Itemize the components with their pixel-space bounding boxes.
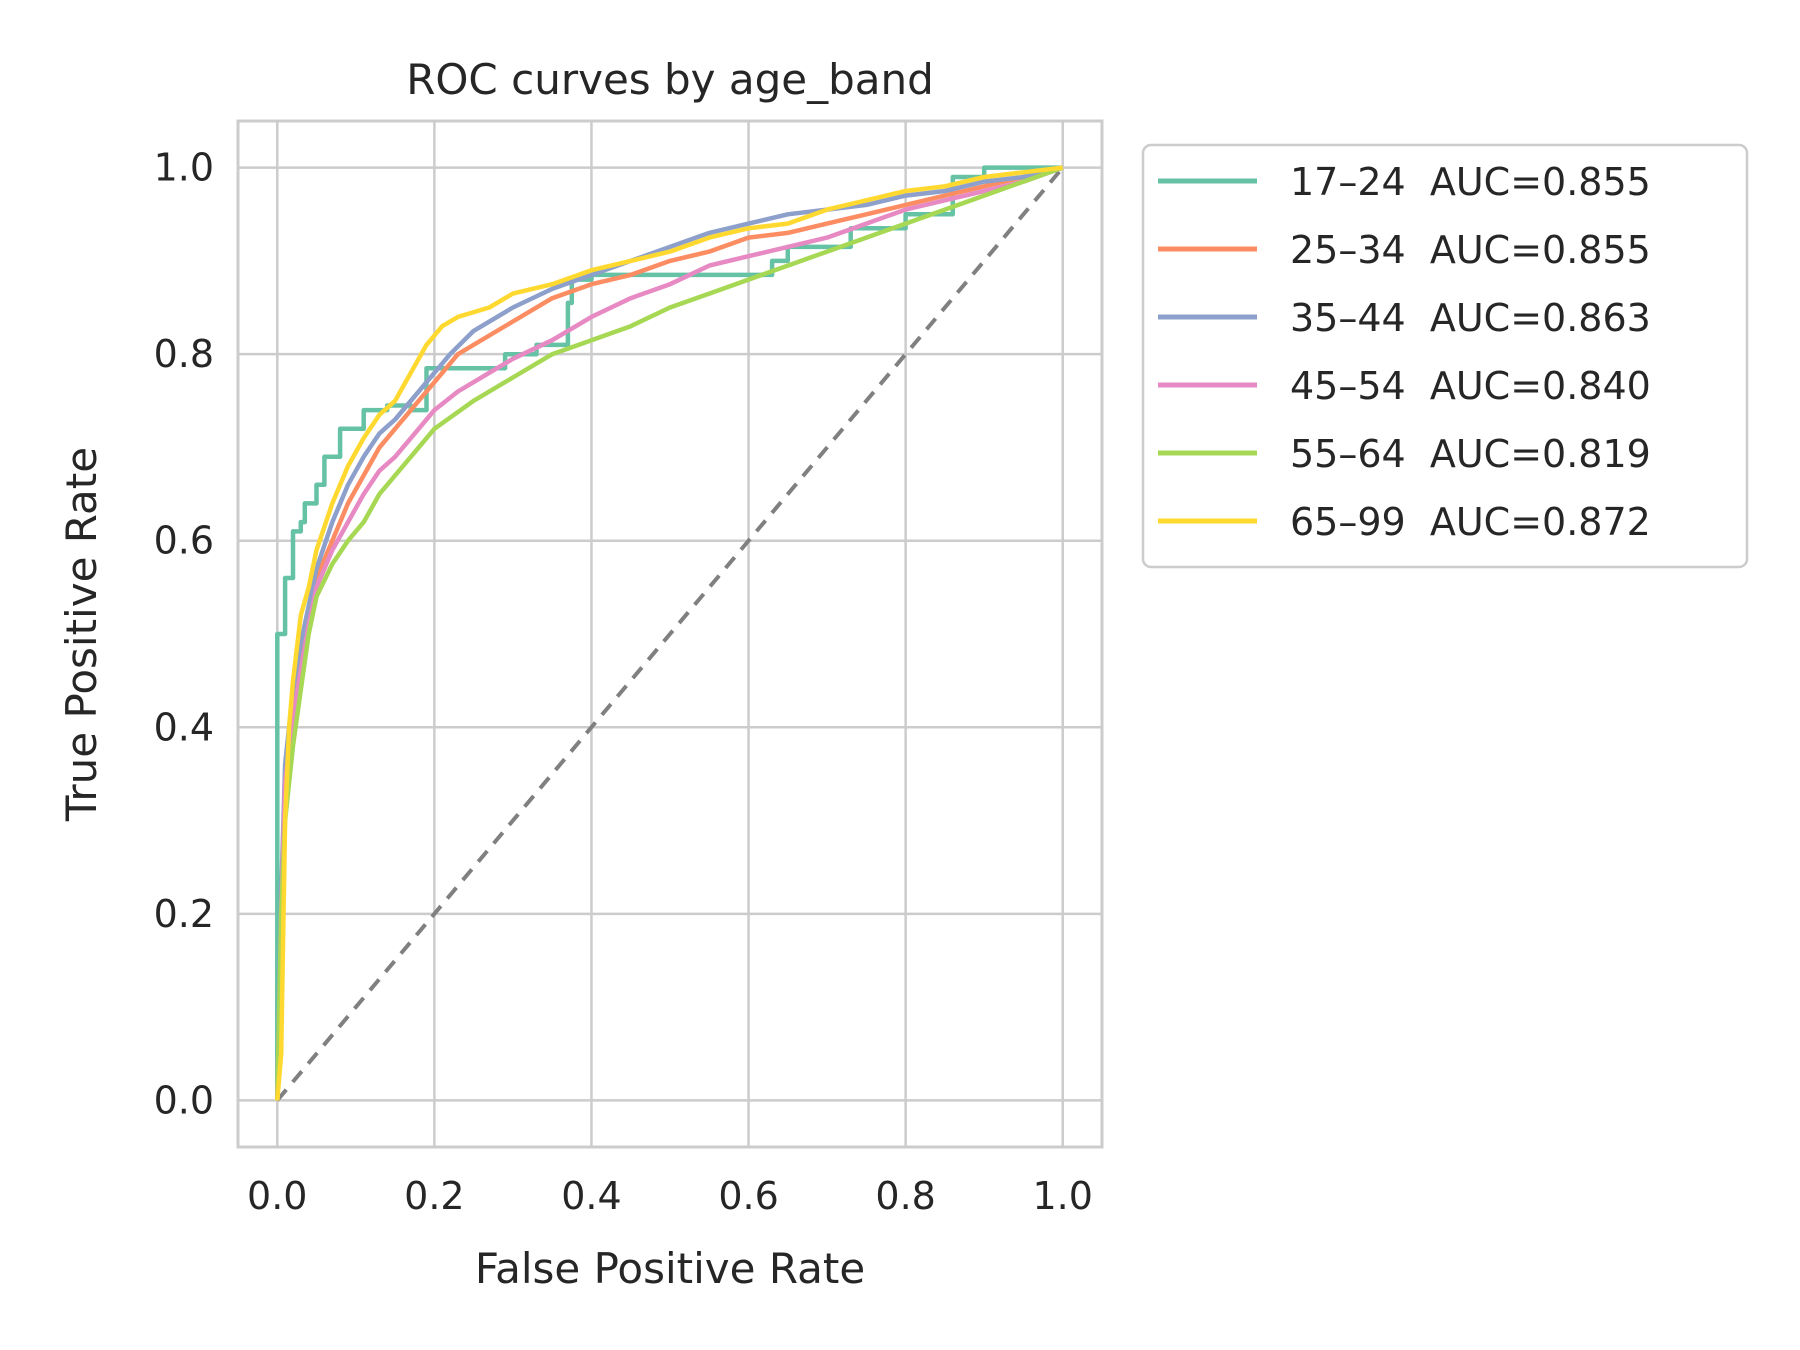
legend-box [1141, 143, 1749, 569]
chance-diagonal-line [275, 166, 1065, 1102]
plot-frame [236, 119, 1104, 1149]
y-tick-label: 0.6 [154, 519, 214, 563]
legend-label: 55–64 AUC=0.819 [1290, 432, 1651, 476]
y-tick-label: 0.8 [154, 332, 214, 376]
legend-label: 17–24 AUC=0.855 [1290, 160, 1651, 204]
x-axis-label: False Positive Rate [475, 1244, 865, 1293]
series-line-65–99 [275, 165, 1063, 1101]
series-line-17–24 [275, 165, 1063, 1101]
chart-title: ROC curves by age_band [406, 55, 934, 104]
y-axis-label: True Positive Rate [57, 447, 106, 822]
tick-labels: 0.0 0.2 0.4 0.6 0.8 1.0 0.0 0.2 0.4 0.6 0.8 1.0 [154, 146, 1093, 1218]
y-tick-label: 0.2 [154, 892, 214, 936]
x-tick-label: 0.2 [404, 1174, 464, 1218]
chance-line [275, 166, 1065, 1102]
y-tick-label: 1.0 [154, 146, 214, 190]
legend: 17–24 AUC=0.855 25–34 AUC=0.855 35–44 AUC=… [1141, 143, 1749, 569]
grid [238, 121, 1102, 1147]
series-lines [275, 165, 1064, 1101]
x-tick-label: 0.8 [875, 1174, 935, 1218]
x-tick-label: 1.0 [1033, 1174, 1093, 1218]
x-tick-label: 0.6 [718, 1174, 778, 1218]
legend-label: 45–54 AUC=0.840 [1290, 364, 1651, 408]
legend-label: 65–99 AUC=0.872 [1290, 500, 1651, 544]
x-tick-label: 0.4 [561, 1174, 621, 1218]
series-line-35–44 [275, 165, 1064, 1101]
legend-label: 25–34 AUC=0.855 [1290, 228, 1651, 272]
y-tick-label: 0.0 [154, 1078, 214, 1122]
y-tick-label: 0.4 [154, 705, 214, 749]
series-line-55–64 [275, 165, 1064, 1101]
x-tick-label: 0.0 [247, 1174, 307, 1218]
legend-label: 35–44 AUC=0.863 [1290, 296, 1651, 340]
